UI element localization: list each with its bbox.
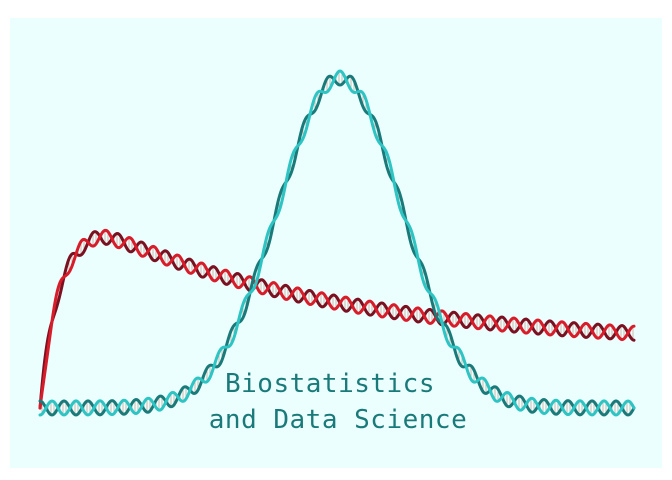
peaked-helix-rungs	[41, 71, 634, 415]
left-skewed-helix-strand-front	[38, 228, 636, 410]
logo-panel	[10, 18, 662, 468]
left-skewed-helix-strand-back	[38, 230, 636, 410]
logo-title-line1: Biostatistics	[225, 369, 435, 399]
logo-title-line2: and Data Science	[209, 405, 467, 435]
peaked-helix-strand-back	[38, 74, 636, 417]
peaked-helix-strand-front	[38, 69, 636, 417]
